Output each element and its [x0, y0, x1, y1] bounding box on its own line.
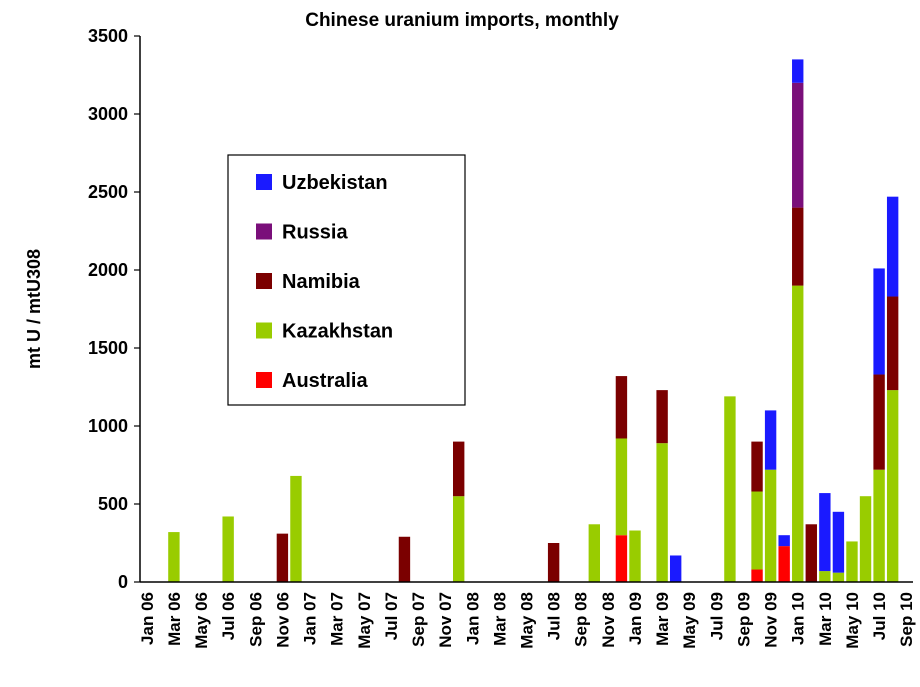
y-axis-label: mt U / mtU308 [24, 249, 44, 369]
bar-segment [764, 469, 777, 582]
y-tick-label: 500 [98, 494, 128, 514]
bar-segment [629, 530, 641, 582]
x-tick-label: Sep 07 [409, 592, 428, 647]
y-tick-label: 0 [118, 572, 128, 592]
x-tick-label: Jan 09 [626, 592, 645, 645]
legend-swatch [256, 223, 272, 240]
bar-segment [859, 496, 872, 582]
x-tick-label: Mar 06 [165, 592, 184, 646]
bar-segment [222, 516, 234, 582]
x-tick-label: Sep 06 [246, 592, 265, 647]
bar-segment [276, 533, 289, 582]
bar-segment [764, 410, 777, 470]
bar-segment [792, 207, 804, 286]
bar-segment [778, 535, 790, 547]
x-tick-label: Jul 09 [707, 592, 726, 640]
bar-segment [873, 374, 885, 470]
y-tick-label: 2000 [88, 260, 128, 280]
x-tick-label: Jan 08 [463, 592, 482, 645]
chart-title: Chinese uranium imports, monthly [305, 10, 619, 31]
x-tick-label: Jul 10 [870, 592, 889, 640]
x-tick-label: May 06 [192, 592, 211, 649]
bar-segment [724, 396, 736, 582]
bar-segment [832, 511, 845, 573]
bar-segment [615, 376, 628, 439]
legend-label: Uzbekistan [282, 172, 388, 194]
bar-segment [846, 541, 858, 582]
x-tick-label: Sep 10 [897, 592, 916, 647]
bar-segment [792, 285, 804, 582]
x-tick-label: May 07 [355, 592, 374, 649]
legend-swatch [256, 174, 272, 190]
bar-segment [886, 390, 899, 582]
x-tick-label: Jul 06 [219, 592, 238, 640]
x-tick-label: May 10 [843, 592, 862, 649]
x-tick-label: Jan 10 [789, 592, 808, 645]
y-tick-label: 1000 [88, 416, 128, 436]
legend-label: Russia [282, 222, 348, 244]
x-tick-label: Sep 09 [734, 592, 753, 647]
x-tick-label: Mar 09 [653, 592, 672, 646]
legend-label: Kazakhstan [282, 321, 393, 343]
x-tick-label: May 09 [680, 592, 699, 649]
y-tick-label: 1500 [88, 338, 128, 358]
bar-segment [669, 555, 682, 582]
bar-segment [290, 475, 302, 582]
x-tick-label: Mar 10 [816, 592, 835, 646]
bar-segment [832, 572, 845, 582]
bar-segment [792, 59, 804, 83]
x-tick-label: Jul 07 [382, 592, 401, 640]
bar-segment [588, 524, 601, 582]
x-tick-label: May 08 [518, 592, 537, 649]
bar-segment [168, 532, 180, 582]
legend-label: Namibia [282, 271, 361, 293]
bar-segment [751, 569, 763, 582]
y-tick-label: 3000 [88, 104, 128, 124]
bar-segment [547, 543, 560, 582]
bar-segment [873, 268, 885, 375]
x-tick-label: Jul 08 [545, 592, 564, 640]
x-tick-label: Mar 07 [328, 592, 347, 646]
bar-segment [751, 441, 763, 492]
x-tick-label: Nov 06 [273, 592, 292, 648]
legend-swatch [256, 273, 272, 289]
bar-segment [886, 296, 899, 391]
bar-segment [615, 535, 628, 582]
x-tick-label: Nov 09 [762, 592, 781, 648]
legend-swatch [256, 322, 272, 339]
legend-swatch [256, 372, 272, 388]
x-tick-label: Jan 06 [138, 592, 157, 645]
y-tick-label: 2500 [88, 182, 128, 202]
bar-segment [819, 493, 831, 572]
x-tick-label: Jan 07 [301, 592, 320, 645]
x-tick-label: Mar 08 [490, 592, 509, 646]
bar-segment [452, 496, 465, 582]
bar-segment [805, 524, 817, 582]
legend-label: Australia [282, 370, 368, 392]
bar-segment [656, 443, 668, 582]
bar-segment [751, 491, 763, 570]
x-tick-label: Nov 07 [436, 592, 455, 648]
bar-segment [886, 196, 899, 297]
bar-segment [778, 546, 790, 582]
bar-segment [615, 438, 628, 536]
bar-segment [452, 441, 465, 497]
bar-segment [656, 390, 668, 444]
y-tick-label: 3500 [88, 26, 128, 46]
x-tick-label: Sep 08 [572, 592, 591, 647]
x-tick-label: Nov 08 [599, 592, 618, 648]
bar-segment [792, 82, 804, 208]
bar-segment [873, 469, 885, 582]
bar-segment [819, 571, 831, 582]
bar-segment [398, 536, 411, 582]
